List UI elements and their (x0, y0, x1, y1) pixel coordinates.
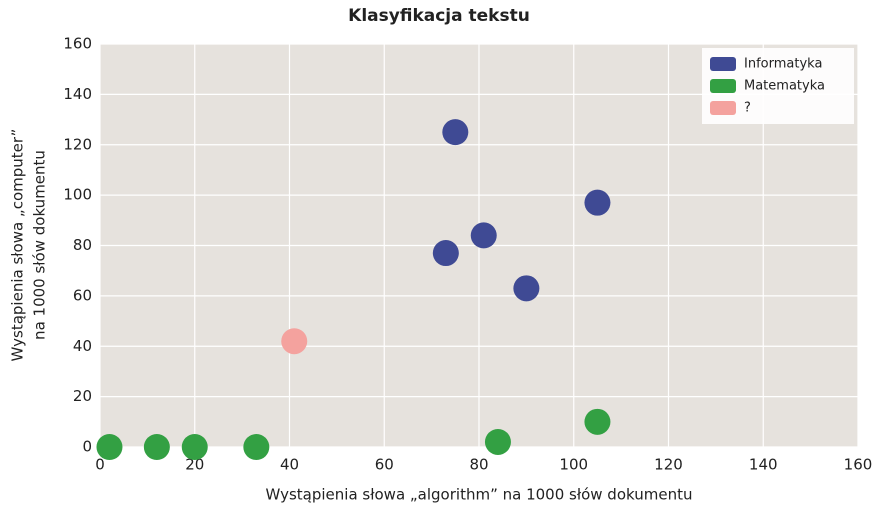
legend-swatch (710, 57, 736, 71)
y-tick-label: 80 (73, 236, 92, 254)
x-axis-label: Wystąpienia słowa „algorithm” na 1000 sł… (266, 486, 693, 504)
x-tick-label: 40 (280, 456, 299, 474)
x-tick-label: 120 (654, 456, 683, 474)
point (243, 434, 270, 460)
legend-label: Informatyka (744, 57, 822, 72)
x-tick-label: 0 (95, 456, 105, 474)
legend-label: Matematyka (744, 79, 825, 94)
y-tick-label: 160 (63, 35, 92, 53)
x-tick-label: 60 (375, 456, 394, 474)
point (143, 434, 170, 460)
y-tick-label: 100 (63, 186, 92, 204)
point (432, 240, 459, 267)
point (442, 119, 469, 146)
y-tick-label: 140 (63, 85, 92, 103)
y-tick-label: 40 (73, 337, 92, 355)
point (484, 428, 511, 455)
x-tick-label: 160 (844, 456, 873, 474)
legend-swatch (710, 79, 736, 93)
point (470, 222, 497, 249)
x-tick-label: 80 (469, 456, 488, 474)
y-tick-label: 20 (73, 387, 92, 405)
y-axis-label: na 1000 słów dokumentu (31, 150, 49, 340)
point (513, 275, 540, 302)
legend-swatch (710, 101, 736, 115)
x-tick-label: 100 (559, 456, 588, 474)
point (584, 189, 611, 216)
legend-label: ? (744, 101, 751, 116)
point (584, 408, 611, 435)
y-tick-label: 60 (73, 286, 92, 304)
x-tick-label: 20 (185, 456, 204, 474)
chart-title: Klasyfikacja tekstu (348, 6, 530, 26)
point (96, 434, 123, 460)
y-tick-label: 120 (63, 135, 92, 153)
x-tick-label: 140 (749, 456, 778, 474)
y-axis-label: Wystąpienia słowa „computer” (9, 129, 27, 362)
point (281, 328, 308, 355)
point (181, 434, 208, 460)
y-tick-label: 0 (82, 438, 92, 456)
